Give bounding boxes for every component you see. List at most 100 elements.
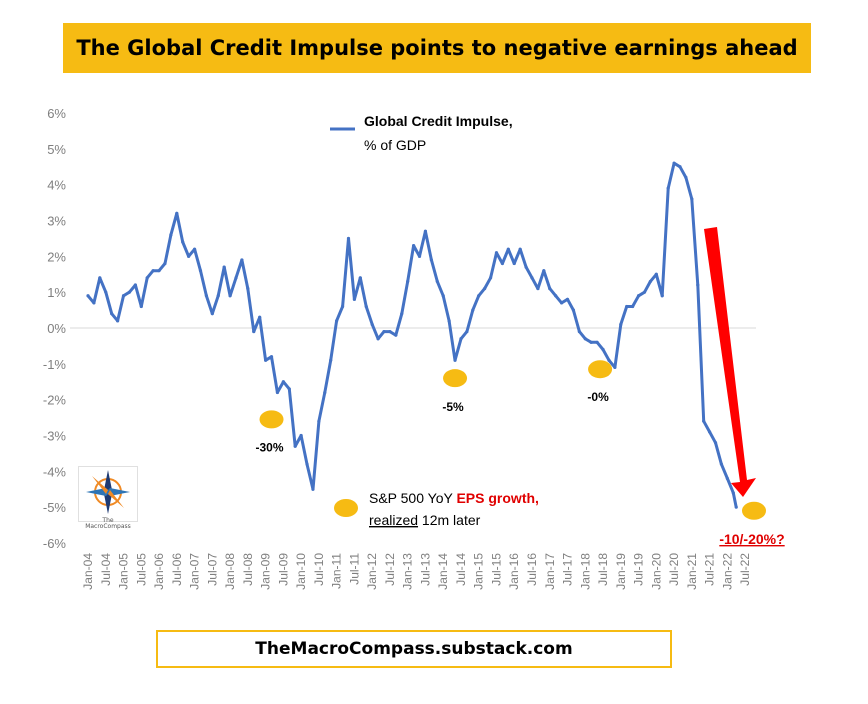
data-point <box>435 279 439 284</box>
x-tick-label: Jan-14 <box>436 553 450 590</box>
data-point <box>512 261 516 266</box>
data-point <box>376 337 380 341</box>
data-point <box>323 390 327 395</box>
y-tick-label: 2% <box>47 249 66 264</box>
data-point <box>406 279 410 284</box>
x-tick-label: Jul-22 <box>738 553 752 586</box>
eps-growth-marker <box>443 369 468 388</box>
data-point <box>222 265 226 269</box>
data-point <box>423 229 428 233</box>
data-point <box>672 161 676 165</box>
x-tick-label: Jan-04 <box>81 553 95 590</box>
x-tick-label: Jul-21 <box>703 553 717 586</box>
data-point <box>92 301 96 305</box>
x-tick-label: Jan-17 <box>543 553 557 590</box>
data-point <box>429 258 433 262</box>
data-point <box>204 294 208 298</box>
y-tick-label: 3% <box>47 214 66 229</box>
data-point <box>648 279 653 284</box>
data-point <box>589 340 593 344</box>
data-point <box>382 329 386 334</box>
macrocompass-logo <box>78 466 138 528</box>
data-point <box>548 286 552 291</box>
data-point <box>565 297 570 301</box>
data-point <box>453 358 457 362</box>
data-point <box>269 355 274 359</box>
x-tick-label: Jan-06 <box>152 553 166 590</box>
legend-marker-text: S&P 500 YoY <box>369 490 456 506</box>
y-tick-label: -3% <box>43 429 67 444</box>
series-line <box>86 161 738 508</box>
data-point <box>329 358 333 362</box>
data-point <box>636 294 641 298</box>
logo-caption: The MacroCompass <box>78 518 138 530</box>
data-point <box>447 319 451 323</box>
data-point <box>731 491 735 495</box>
x-tick-label: Jul-11 <box>347 553 361 585</box>
y-tick-label: -1% <box>43 357 67 372</box>
data-point <box>86 294 90 298</box>
x-tick-label: Jul-09 <box>276 553 290 586</box>
x-tick-label: Jan-16 <box>507 553 521 590</box>
data-point <box>246 286 250 291</box>
x-tick-label: Jul-05 <box>134 553 148 586</box>
y-tick-label: -5% <box>43 500 67 515</box>
legend-realized-text: realized <box>369 512 418 528</box>
data-point <box>198 269 203 273</box>
data-point <box>388 329 392 334</box>
x-tick-label: Jan-08 <box>223 553 237 590</box>
data-point <box>607 358 611 362</box>
data-point <box>666 186 670 190</box>
data-point <box>631 304 635 309</box>
data-point <box>583 337 587 341</box>
data-point <box>660 294 664 298</box>
legend-lag-text: 12m later <box>418 512 481 528</box>
data-point <box>601 347 605 352</box>
x-tick-label: Jan-11 <box>330 553 344 589</box>
data-point <box>133 283 137 287</box>
x-tick-label: Jul-08 <box>241 553 255 586</box>
data-point <box>518 247 522 251</box>
data-point <box>725 476 729 481</box>
x-tick-label: Jul-17 <box>561 553 575 586</box>
data-point <box>234 276 238 280</box>
legend-marker-highlight: EPS growth, <box>456 490 538 506</box>
x-tick-label: Jan-10 <box>294 553 308 590</box>
x-tick-label: Jul-19 <box>632 553 646 586</box>
eps-forecast-label: -10/-20%? <box>719 531 784 547</box>
data-point <box>696 283 700 287</box>
data-point <box>554 294 558 298</box>
data-point <box>494 251 499 255</box>
x-tick-label: Jan-15 <box>472 553 486 590</box>
x-tick-label: Jul-07 <box>205 553 219 586</box>
eps-growth-marker <box>588 360 613 379</box>
data-point <box>708 430 712 434</box>
data-point <box>121 294 126 298</box>
data-point <box>734 505 738 509</box>
data-point <box>163 261 167 266</box>
data-point <box>98 276 102 280</box>
data-point <box>577 329 581 334</box>
y-tick-label: 4% <box>47 178 66 193</box>
data-point <box>459 337 463 341</box>
data-point <box>471 308 475 312</box>
data-point <box>240 258 244 262</box>
data-point <box>477 294 481 298</box>
data-point <box>299 433 303 438</box>
y-tick-label: 0% <box>47 321 66 336</box>
x-tick-label: Jul-20 <box>667 553 681 586</box>
data-point <box>104 290 108 294</box>
x-tick-label: Jan-13 <box>401 553 415 590</box>
data-point <box>595 340 599 344</box>
data-point <box>305 462 309 466</box>
x-tick-label: Jul-14 <box>454 553 468 586</box>
x-tick-label: Jan-19 <box>614 553 628 590</box>
data-point <box>175 211 179 215</box>
data-point <box>536 286 540 291</box>
data-point <box>713 441 718 445</box>
data-point <box>346 236 351 241</box>
chart-title-banner: The Global Credit Impulse points to nega… <box>63 23 811 73</box>
data-point <box>678 165 682 169</box>
legend-marker-label: S&P 500 YoY EPS growth, <box>369 490 539 506</box>
